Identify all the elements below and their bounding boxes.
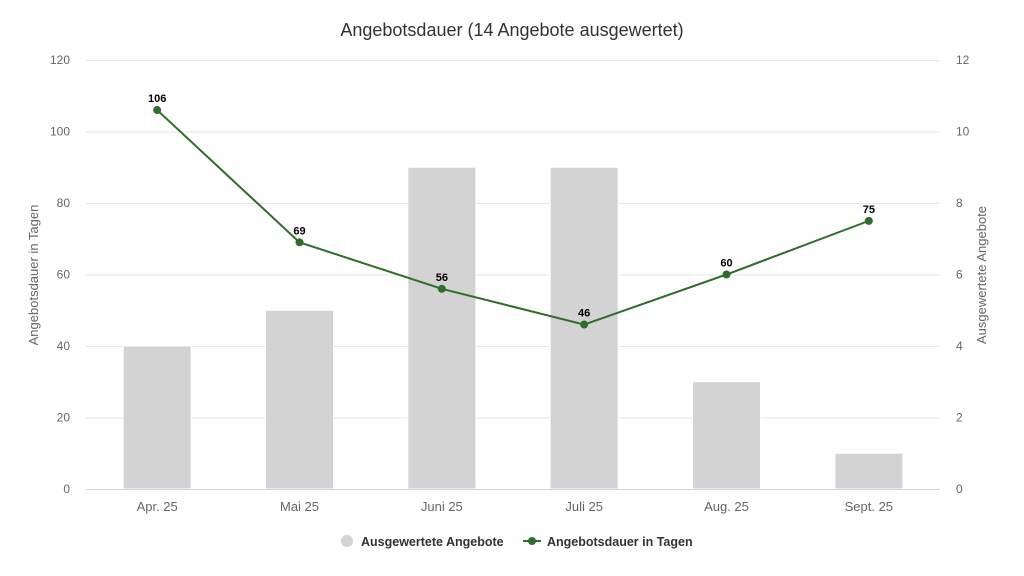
data-label: 69: [293, 225, 305, 237]
bar[interactable]: [407, 166, 477, 490]
legend-item-bars[interactable]: Ausgewertete Angebote: [341, 535, 504, 549]
data-label: 60: [720, 258, 732, 270]
x-axis: Apr. 25 Mai 25 Juni 25 Juli 25 Aug. 25 Sept. …: [137, 499, 893, 514]
bar[interactable]: [265, 309, 334, 490]
data-label: 106: [148, 93, 166, 105]
legend-label-line: Angebotsdauer in Tagen: [547, 535, 693, 549]
right-tick-label: 10: [956, 125, 970, 139]
line-point[interactable]: [580, 320, 589, 329]
bar[interactable]: [122, 345, 192, 490]
data-label: 75: [863, 204, 875, 216]
left-tick-label: 40: [57, 339, 71, 353]
legend: Ausgewertete Angebote Angebotsdauer in T…: [341, 535, 693, 549]
right-tick-label: 0: [956, 482, 963, 496]
left-tick-label: 80: [57, 196, 71, 210]
legend-bar-marker-icon: [341, 535, 353, 547]
left-tick-label: 20: [57, 411, 71, 425]
legend-item-line[interactable]: Angebotsdauer in Tagen: [523, 535, 693, 549]
right-tick-label: 8: [956, 196, 963, 210]
left-tick-label: 120: [50, 53, 70, 67]
legend-label-bars: Ausgewertete Angebote: [361, 535, 504, 549]
left-tick-label: 100: [50, 125, 70, 139]
line-point[interactable]: [864, 216, 873, 225]
left-y-axis: 0 20 40 60 80 100 120: [50, 53, 70, 496]
line-point[interactable]: [295, 238, 304, 247]
left-axis-title: Angebotsdauer in Tagen: [26, 205, 41, 346]
line-path: [156, 109, 870, 326]
x-tick-label: Aug. 25: [704, 499, 749, 514]
x-tick-label: Juli 25: [565, 499, 603, 514]
line-series: 106 69 56 46 60 75: [148, 93, 875, 329]
line-point[interactable]: [722, 270, 731, 279]
bar[interactable]: [692, 381, 761, 490]
x-tick-label: Apr. 25: [137, 499, 178, 514]
right-tick-label: 2: [956, 411, 963, 425]
data-label: 56: [436, 272, 448, 284]
line-point[interactable]: [437, 284, 446, 293]
right-tick-label: 4: [956, 339, 963, 353]
x-tick-label: Juni 25: [421, 499, 463, 514]
right-tick-label: 12: [956, 53, 970, 67]
x-tick-label: Mai 25: [280, 499, 319, 514]
bar-series: [122, 166, 904, 490]
left-tick-label: 0: [63, 482, 70, 496]
right-tick-label: 6: [956, 268, 963, 282]
data-label: 46: [578, 308, 590, 320]
right-axis-title: Ausgewertete Angebote: [974, 206, 989, 344]
bar[interactable]: [834, 452, 904, 490]
x-tick-label: Sept. 25: [845, 499, 893, 514]
chart-title: Angebotsdauer (14 Angebote ausgewertet): [340, 20, 683, 40]
legend-line-dot-icon: [528, 537, 536, 545]
line-point[interactable]: [153, 106, 162, 115]
gridlines: [86, 60, 940, 419]
right-y-axis: 0 2 4 6 8 10 12: [956, 53, 970, 496]
left-tick-label: 60: [57, 268, 71, 282]
